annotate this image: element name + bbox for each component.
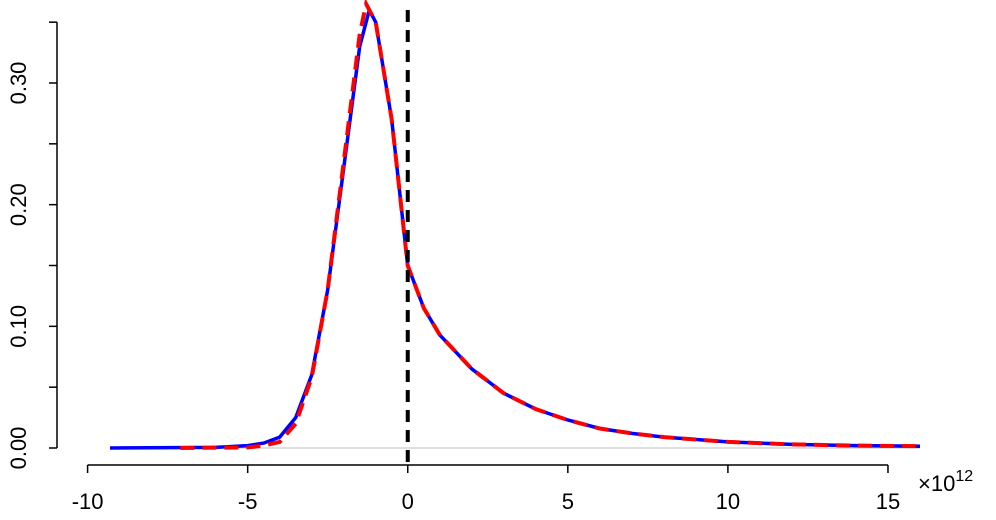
y-tick-label: 0.10: [6, 305, 31, 348]
density-line: [180, 0, 921, 450]
y-tick-label: 0.30: [6, 62, 31, 105]
x-tick-label: 15: [876, 489, 900, 514]
y-tick-label: 0.00: [6, 427, 31, 470]
x-tick-label: 5: [562, 489, 574, 514]
x-tick-label: -5: [238, 489, 258, 514]
x-tick-label: 0: [402, 489, 414, 514]
density-line: [109, 5, 921, 450]
x-scale-exponent: 12: [955, 468, 973, 485]
x-tick-label: -10: [72, 489, 104, 514]
x-tick-label: 10: [716, 489, 740, 514]
x-scale-base: ×10: [918, 471, 955, 496]
x-scale-label: ×1012: [918, 468, 973, 496]
y-tick-label: 0.20: [6, 183, 31, 226]
